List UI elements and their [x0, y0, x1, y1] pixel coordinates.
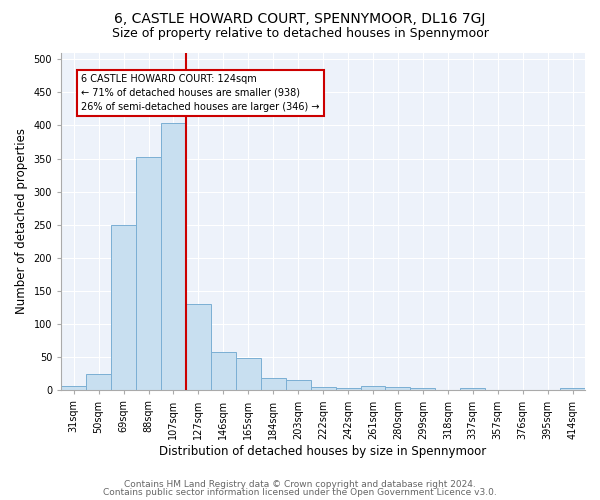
Bar	[186, 304, 211, 390]
Bar	[111, 225, 136, 390]
Bar	[335, 388, 361, 390]
Bar	[211, 352, 236, 391]
Bar	[286, 380, 311, 390]
Bar	[86, 374, 111, 390]
Text: Size of property relative to detached houses in Spennymoor: Size of property relative to detached ho…	[112, 28, 488, 40]
Bar	[560, 388, 585, 390]
Bar	[236, 358, 261, 390]
Text: Contains HM Land Registry data © Crown copyright and database right 2024.: Contains HM Land Registry data © Crown c…	[124, 480, 476, 489]
Bar	[385, 387, 410, 390]
X-axis label: Distribution of detached houses by size in Spennymoor: Distribution of detached houses by size …	[160, 444, 487, 458]
Text: 6, CASTLE HOWARD COURT, SPENNYMOOR, DL16 7GJ: 6, CASTLE HOWARD COURT, SPENNYMOOR, DL16…	[115, 12, 485, 26]
Y-axis label: Number of detached properties: Number of detached properties	[15, 128, 28, 314]
Bar	[361, 386, 385, 390]
Bar	[311, 387, 335, 390]
Bar	[261, 378, 286, 390]
Text: 6 CASTLE HOWARD COURT: 124sqm
← 71% of detached houses are smaller (938)
26% of : 6 CASTLE HOWARD COURT: 124sqm ← 71% of d…	[81, 74, 320, 112]
Bar	[460, 388, 485, 390]
Bar	[410, 388, 436, 390]
Text: Contains public sector information licensed under the Open Government Licence v3: Contains public sector information licen…	[103, 488, 497, 497]
Bar	[161, 124, 186, 390]
Bar	[136, 156, 161, 390]
Bar	[61, 386, 86, 390]
